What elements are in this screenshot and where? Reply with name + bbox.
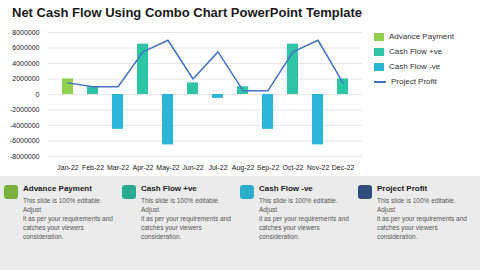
svg-text:Jun-22: Jun-22 <box>182 164 204 171</box>
svg-text:6000000: 6000000 <box>12 44 39 51</box>
svg-text:-4000000: -4000000 <box>10 122 40 129</box>
html-text:Advance Payment: Advance Payment <box>389 32 454 41</box>
svg-text:0: 0 <box>36 91 40 98</box>
svg-text:4000000: 4000000 <box>12 60 39 67</box>
svg-text:2000000: 2000000 <box>12 75 39 82</box>
svg-text:Aug-22: Aug-22 <box>232 164 255 172</box>
html-text:Cash Flow +ve: Cash Flow +ve <box>389 47 443 56</box>
html-text:Project Profit: Project Profit <box>391 77 437 86</box>
html-text:This slide is 100% editable. A: This slide is 100% editable. Adjust it a… <box>259 197 349 241</box>
html-text:Project Profit: Project Profit <box>377 184 428 193</box>
svg-text:May-22: May-22 <box>156 164 179 172</box>
html-text:This slide is 100% editable. A: This slide is 100% editable. Adjust it a… <box>23 197 113 241</box>
svg-text:Jul-22: Jul-22 <box>208 164 227 171</box>
svg-text:Dec-22: Dec-22 <box>332 164 355 171</box>
html-text:Net Cash Flow Using Combo Char: Net Cash Flow Using Combo Chart PowerPoi… <box>12 5 363 20</box>
html-text:Advance Payment: Advance Payment <box>23 184 92 193</box>
svg-text:Sep-22: Sep-22 <box>257 164 280 172</box>
html-text:This slide is 100% editable. A: This slide is 100% editable. Adjust it a… <box>377 197 467 241</box>
svg-text:Jan-22: Jan-22 <box>57 164 79 171</box>
html-text:Cash Flow -ve: Cash Flow -ve <box>389 62 441 71</box>
html-text:Cash Flow -ve: Cash Flow -ve <box>259 184 313 193</box>
svg-text:-8000000: -8000000 <box>10 153 40 160</box>
svg-text:-2000000: -2000000 <box>10 106 40 113</box>
html-text:Cash Flow +ve: Cash Flow +ve <box>141 184 197 193</box>
svg-text:Apr-22: Apr-22 <box>132 164 153 172</box>
svg-text:-6000000: -6000000 <box>10 137 40 144</box>
html-text:This slide is 100% editable. A: This slide is 100% editable. Adjust it a… <box>141 197 231 241</box>
svg-text:Feb-22: Feb-22 <box>82 164 104 171</box>
svg-text:Mar-22: Mar-22 <box>107 164 129 171</box>
svg-text:Nov-22: Nov-22 <box>307 164 330 171</box>
svg-text:Oct-22: Oct-22 <box>282 164 303 171</box>
svg-text:8000000: 8000000 <box>12 29 39 36</box>
